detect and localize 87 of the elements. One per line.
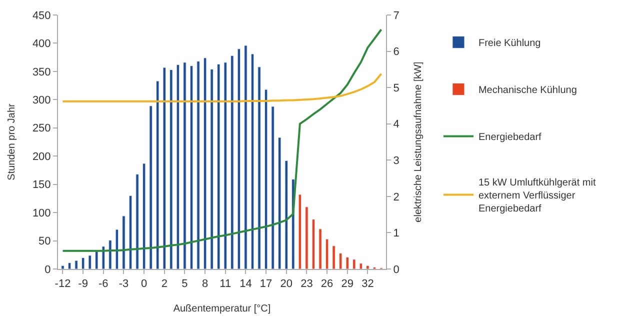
bar [271,106,274,269]
bar [183,62,186,269]
y-tick-label: 300 [32,94,51,107]
y-tick-label: 150 [32,179,51,192]
bar [196,61,200,269]
bar [61,265,64,269]
y-tick-label: 50 [38,236,51,248]
y2-tick-label: 6 [393,46,400,58]
y2-axis-title: elektrische Leistungsaufnahme [kW] [412,61,424,222]
bar [278,137,282,269]
x-tick-label: 11 [220,278,232,290]
y-tick-label: 200 [32,150,51,163]
y2-tick-label: 7 [393,10,400,22]
x-tick-label: -9 [78,278,88,290]
bar [149,106,152,269]
y-tick-label: 450 [32,10,51,22]
bar [156,80,160,269]
x-axis-title: Außentemperatur [°C] [173,304,271,315]
y-tick-label: 400 [32,38,51,50]
y-tick-label: 100 [32,207,51,220]
bar [244,45,248,269]
y-tick-label: 350 [32,66,51,78]
x-tick-label: 0 [141,278,148,290]
y2-tick-label: 4 [393,118,400,131]
x-tick-label: -6 [98,278,108,290]
bar [250,54,254,269]
x-tick-label: 17 [260,278,272,290]
y-axis-title: Stunden pro Jahr [6,102,18,180]
bar [284,160,288,269]
x-tick-label: 26 [320,278,334,290]
x-tick-label: -3 [118,278,129,290]
bar [224,62,227,269]
bar [122,216,126,269]
bar [190,66,194,269]
bar [352,259,356,269]
bar [95,251,98,269]
y2-tick-label: 2 [393,191,400,204]
bar [237,48,241,269]
x-tick-label: 23 [300,278,313,290]
y-tick-label: 250 [32,122,51,135]
x-tick-label: 2 [161,278,168,290]
x-tick-label: 29 [341,278,354,290]
bar [176,64,180,269]
bar [332,246,336,269]
bar [68,262,72,269]
bar [338,252,342,269]
bar [359,263,363,269]
bar [230,55,234,269]
legend-label: 15 kW Umluftkühlgerät mit externem Verflüssiger Energiebedarf [478,178,596,215]
y2-tick-label: 1 [393,228,400,240]
bar [325,238,329,269]
bar [366,265,370,269]
line-series [62,28,382,252]
bar [318,228,322,269]
bar [81,257,85,269]
x-tick-label: 32 [362,278,374,290]
y2-tick-label: 5 [393,82,400,94]
bar [346,256,349,269]
x-tick-label: -12 [54,278,71,290]
bar [298,194,302,269]
bar [142,163,146,269]
bar [170,70,173,269]
bar [74,260,78,269]
x-tick-label: 8 [202,278,208,290]
bar [203,58,207,269]
y2-tick-label: 3 [393,154,400,167]
bar [217,64,220,269]
bar [88,255,92,269]
bar [258,66,261,269]
bar [136,174,139,269]
bar [305,206,308,269]
x-tick-label: 14 [240,278,252,290]
bar [108,240,112,269]
bar [264,89,268,269]
legend-label: Freie Kühlung [478,38,541,50]
bar [102,246,106,269]
line-series [62,72,382,102]
legend-label: Energiebedarf [478,132,542,144]
x-tick-label: 5 [182,278,188,290]
bar [162,67,166,269]
bar [128,195,132,269]
x-tick-label: 20 [280,278,293,290]
legend-label: Mechanische Kühlung [478,85,577,96]
y2-tick-label: 0 [393,264,400,276]
y-tick-label: 0 [44,264,51,276]
bar [210,68,214,269]
bar [312,219,316,269]
